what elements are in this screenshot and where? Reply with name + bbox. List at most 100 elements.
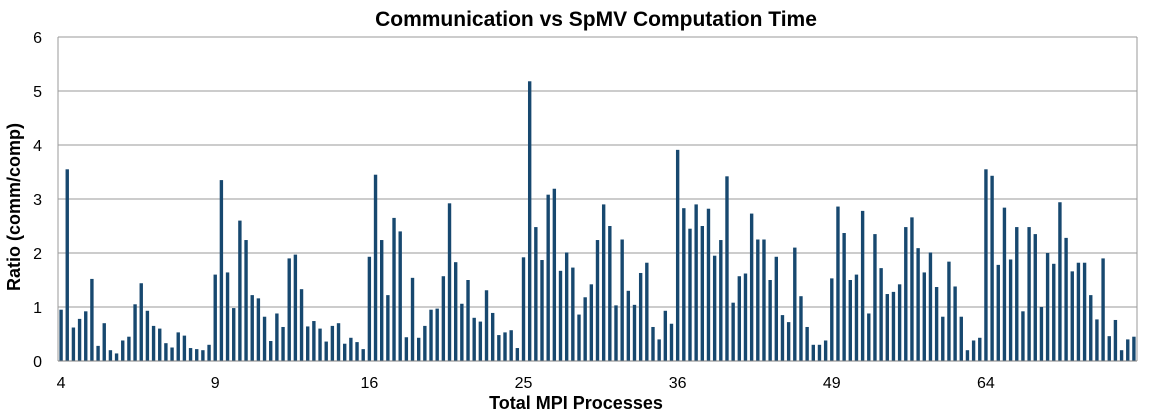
bar xyxy=(1064,237,1068,361)
bar xyxy=(238,220,242,361)
bar xyxy=(540,260,544,361)
bar xyxy=(928,252,933,361)
bar xyxy=(1052,263,1056,361)
x-tick-label: 9 xyxy=(211,375,220,392)
bar xyxy=(497,335,501,361)
bar xyxy=(1082,262,1087,361)
bar xyxy=(589,284,594,361)
bar xyxy=(232,308,236,361)
bar xyxy=(447,203,452,361)
bar xyxy=(965,350,970,361)
bar xyxy=(1101,258,1105,361)
bar xyxy=(509,330,513,361)
bar xyxy=(601,204,606,361)
bar xyxy=(207,344,211,361)
bar xyxy=(527,81,532,361)
bar xyxy=(349,337,353,361)
bar xyxy=(700,226,705,361)
bar xyxy=(515,348,520,361)
bar xyxy=(546,194,550,361)
bar xyxy=(398,231,402,361)
bar xyxy=(774,256,779,361)
bar xyxy=(947,261,951,361)
bar xyxy=(688,228,692,361)
bar xyxy=(90,278,94,361)
bar xyxy=(811,344,815,361)
bar xyxy=(632,304,637,361)
bar xyxy=(712,255,717,361)
bar xyxy=(182,335,187,361)
bar xyxy=(675,149,680,361)
bar xyxy=(897,284,902,361)
bar xyxy=(873,234,877,361)
bar xyxy=(996,264,1000,361)
bar xyxy=(953,286,957,361)
bar xyxy=(1033,234,1037,361)
bar xyxy=(694,204,698,361)
bar xyxy=(651,326,655,361)
bar xyxy=(805,326,809,361)
bar xyxy=(59,309,63,361)
bar xyxy=(361,349,365,361)
bar xyxy=(262,316,267,361)
bar xyxy=(867,313,871,361)
bar xyxy=(959,316,963,361)
bar xyxy=(77,318,82,361)
y-tick-label: 4 xyxy=(33,138,42,155)
bar xyxy=(343,343,347,361)
bar xyxy=(1039,307,1044,361)
bar xyxy=(860,210,865,361)
y-tick-label: 2 xyxy=(33,246,42,263)
bar xyxy=(971,340,976,361)
x-tick-label: 4 xyxy=(57,375,66,392)
bar xyxy=(984,169,988,361)
y-tick-label: 1 xyxy=(33,300,42,317)
bar xyxy=(244,240,248,361)
bar xyxy=(133,304,137,361)
bar xyxy=(706,208,711,361)
bar xyxy=(786,322,791,361)
bar xyxy=(472,317,476,361)
bar xyxy=(1113,319,1118,361)
bar xyxy=(435,308,439,361)
bar xyxy=(441,276,446,361)
bar xyxy=(534,227,538,361)
y-tick-label: 3 xyxy=(33,192,42,209)
bar xyxy=(1008,259,1013,361)
bar xyxy=(299,289,304,361)
bar xyxy=(275,313,279,361)
bar xyxy=(306,326,310,361)
bar xyxy=(312,321,316,361)
bar xyxy=(466,280,470,361)
bar xyxy=(188,348,193,361)
bar xyxy=(620,239,624,361)
bar xyxy=(84,311,88,361)
bar xyxy=(503,332,507,361)
bar xyxy=(756,239,760,361)
y-axis-label: Ratio (comm/comp) xyxy=(4,123,24,291)
bar xyxy=(885,294,889,361)
bar xyxy=(219,180,224,361)
bar xyxy=(780,315,785,361)
bar xyxy=(768,280,772,361)
bar xyxy=(1058,202,1062,361)
bar xyxy=(330,325,335,361)
bar xyxy=(879,268,883,361)
bar xyxy=(922,272,926,361)
bar xyxy=(460,303,464,361)
bar xyxy=(657,339,661,361)
bar xyxy=(121,340,125,361)
bar xyxy=(1045,253,1050,361)
x-tick-label: 25 xyxy=(515,375,533,392)
bar xyxy=(737,276,742,361)
bar xyxy=(416,337,421,361)
bar xyxy=(1021,311,1025,361)
bar xyxy=(158,328,162,361)
bar xyxy=(71,327,76,361)
bar xyxy=(645,262,649,361)
x-tick-label: 16 xyxy=(360,375,378,392)
bar xyxy=(108,350,113,361)
bar xyxy=(731,302,735,361)
bar xyxy=(743,273,748,361)
